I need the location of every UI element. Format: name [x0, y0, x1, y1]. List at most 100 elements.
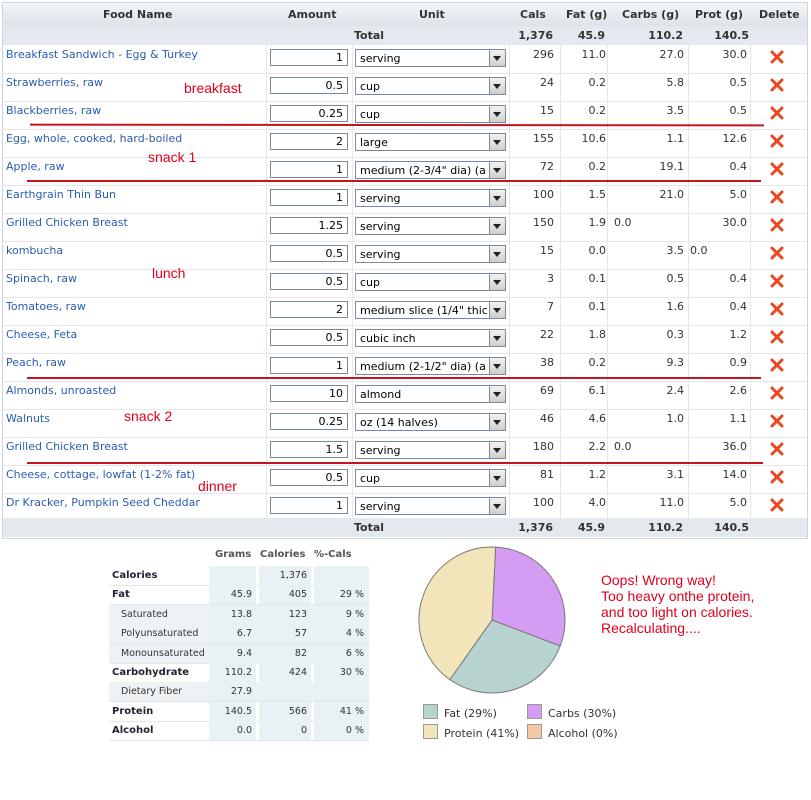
amount-input[interactable] [270, 497, 348, 514]
food-name-link[interactable]: Apple, raw [6, 160, 65, 173]
col-cals[interactable]: Cals [520, 8, 546, 21]
amount-input[interactable] [270, 385, 348, 402]
chevron-down-icon[interactable] [489, 498, 505, 514]
delete-icon[interactable] [769, 105, 785, 121]
chevron-down-icon[interactable] [489, 218, 505, 234]
food-name-link[interactable]: Blackberries, raw [6, 104, 102, 117]
unit-select[interactable]: medium slice (1/4" thic [355, 301, 506, 319]
amount-input[interactable] [270, 413, 348, 430]
col-amount[interactable]: Amount [288, 8, 337, 21]
chevron-down-icon[interactable] [489, 358, 505, 374]
amount-input[interactable] [270, 77, 348, 94]
unit-select[interactable]: cubic inch [355, 329, 506, 347]
unit-select[interactable]: large [355, 133, 506, 151]
chevron-down-icon[interactable] [489, 274, 505, 290]
unit-select[interactable]: serving [355, 49, 506, 67]
unit-select[interactable]: serving [355, 441, 506, 459]
food-name-link[interactable]: kombucha [6, 244, 64, 257]
delete-icon[interactable] [769, 413, 785, 429]
delete-icon[interactable] [769, 441, 785, 457]
delete-icon[interactable] [769, 217, 785, 233]
delete-icon[interactable] [769, 133, 785, 149]
delete-icon[interactable] [769, 469, 785, 485]
delete-icon[interactable] [769, 497, 785, 513]
col-unit[interactable]: Unit [419, 8, 445, 21]
delete-icon[interactable] [769, 245, 785, 261]
col-prot[interactable]: Prot (g) [695, 8, 744, 21]
delete-icon[interactable] [769, 189, 785, 205]
amount-input[interactable] [270, 133, 348, 150]
amount-input[interactable] [270, 301, 348, 318]
food-name-link[interactable]: Egg, whole, cooked, hard-boiled [6, 132, 183, 145]
delete-icon[interactable] [769, 273, 785, 289]
food-name-link[interactable]: Spinach, raw [6, 272, 78, 285]
chevron-down-icon[interactable] [489, 330, 505, 346]
delete-icon[interactable] [769, 77, 785, 93]
unit-select[interactable]: medium (2-1/2" dia) (a [355, 357, 506, 375]
unit-select[interactable]: oz (14 halves) [355, 413, 506, 431]
amount-input[interactable] [270, 441, 348, 458]
chevron-down-icon[interactable] [489, 470, 505, 486]
food-name-link[interactable]: Tomatoes, raw [6, 300, 86, 313]
delete-icon[interactable] [769, 301, 785, 317]
col-fat[interactable]: Fat (g) [566, 8, 608, 21]
chevron-down-icon[interactable] [489, 162, 505, 178]
food-name-link[interactable]: Walnuts [6, 412, 50, 425]
chevron-down-icon[interactable] [489, 246, 505, 262]
chevron-down-icon[interactable] [489, 134, 505, 150]
food-name-link[interactable]: Almonds, unroasted [6, 384, 117, 397]
unit-select[interactable]: serving [355, 189, 506, 207]
unit-select[interactable]: cup [355, 77, 506, 95]
chevron-down-icon[interactable] [489, 190, 505, 206]
unit-select[interactable]: serving [355, 217, 506, 235]
food-name-link[interactable]: Strawberries, raw [6, 76, 103, 89]
delete-icon[interactable] [769, 329, 785, 345]
amount-input[interactable] [270, 469, 348, 486]
food-name-link[interactable]: Earthgrain Thin Bun [6, 188, 116, 201]
col-delete: Delete [759, 8, 800, 21]
delete-icon[interactable] [769, 357, 785, 373]
food-name-link[interactable]: Cheese, Feta [6, 328, 78, 341]
amount-input[interactable] [270, 273, 348, 290]
amount-input[interactable] [270, 357, 348, 374]
amount-input[interactable] [270, 329, 348, 346]
unit-select[interactable]: serving [355, 245, 506, 263]
col-food-name[interactable]: Food Name [103, 8, 173, 21]
amount-input[interactable] [270, 189, 348, 206]
delete-icon[interactable] [769, 161, 785, 177]
amount-input[interactable] [270, 161, 348, 178]
food-name-link[interactable]: Grilled Chicken Breast [6, 216, 128, 229]
delete-icon[interactable] [769, 49, 785, 65]
amount-input[interactable] [270, 245, 348, 262]
chevron-down-icon[interactable] [489, 78, 505, 94]
cell-divider [750, 101, 751, 129]
chevron-down-icon[interactable] [489, 106, 505, 122]
unit-select[interactable]: cup [355, 273, 506, 291]
chevron-down-icon[interactable] [489, 50, 505, 66]
table-row: Blackberries, raw cup 15 0.2 3.5 0.5 [3, 101, 807, 130]
unit-select[interactable]: medium (2-3/4" dia) (a [355, 161, 506, 179]
food-name-link[interactable]: Breakfast Sandwich - Egg & Turkey [6, 48, 198, 61]
cals-value: 296 [533, 48, 554, 61]
amount-input[interactable] [270, 49, 348, 66]
cell-divider [509, 45, 510, 73]
food-name-link[interactable]: Dr Kracker, Pumpkin Seed Cheddar [6, 496, 200, 509]
unit-selected-value: large [360, 136, 388, 149]
food-name-link[interactable]: Peach, raw [6, 356, 67, 369]
unit-select[interactable]: serving [355, 497, 506, 515]
unit-select[interactable]: cup [355, 105, 506, 123]
col-carbs[interactable]: Carbs (g) [622, 8, 680, 21]
food-name-link[interactable]: Grilled Chicken Breast [6, 440, 128, 453]
chevron-down-icon[interactable] [489, 302, 505, 318]
amount-input[interactable] [270, 217, 348, 234]
amount-input[interactable] [270, 105, 348, 122]
chevron-down-icon[interactable] [489, 386, 505, 402]
chevron-down-icon[interactable] [489, 442, 505, 458]
food-name-link[interactable]: Cheese, cottage, lowfat (1-2% fat) [6, 468, 196, 481]
unit-select[interactable]: cup [355, 469, 506, 487]
delete-icon[interactable] [769, 385, 785, 401]
fat-value: 11.0 [581, 48, 607, 61]
unit-select[interactable]: almond [355, 385, 506, 403]
cell-divider [688, 213, 689, 241]
chevron-down-icon[interactable] [489, 414, 505, 430]
